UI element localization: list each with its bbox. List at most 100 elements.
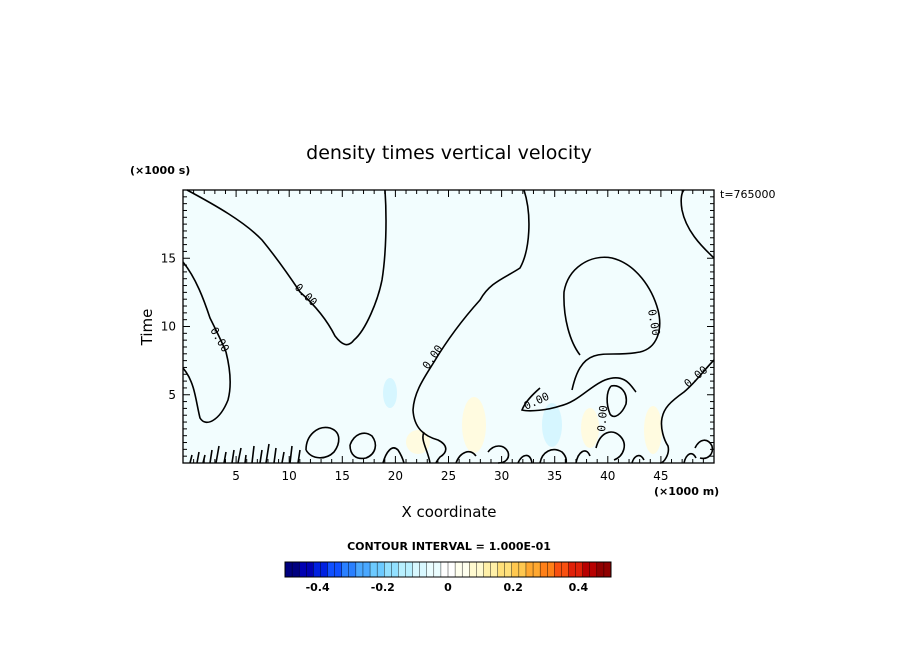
colorbar-cell [355, 561, 364, 578]
contour-line [382, 431, 697, 464]
axis-ticks [183, 190, 714, 463]
colorbar-cell [447, 561, 456, 578]
contour-line [412, 189, 530, 464]
x-tick-label: 10 [282, 469, 297, 483]
x-tick-label: 30 [494, 469, 509, 483]
colorbar-cell [461, 561, 470, 578]
contour-line [520, 377, 637, 412]
colorbar-cell [284, 561, 293, 578]
colorbar-cell [384, 561, 392, 578]
colorbar-cell [582, 561, 591, 578]
colorbar-cell [511, 561, 520, 578]
colorbar-cell [589, 561, 598, 578]
field-shading [383, 378, 662, 454]
colorbar-cell [532, 561, 541, 578]
contour-line [487, 445, 510, 464]
colorbar-cell [348, 561, 357, 578]
x-tick-labels: 5 10 15 20 25 30 35 40 45 [232, 469, 668, 483]
shade-blob [383, 378, 397, 408]
x-tick-label: 35 [547, 469, 562, 483]
colorbar-cell [433, 561, 442, 578]
time-stamp: t=765000 [720, 188, 776, 201]
contour-line [563, 256, 661, 391]
colorbar-cell [306, 561, 314, 578]
contour-line [694, 439, 714, 460]
colorbar-cell [497, 561, 506, 578]
x-tick-label: 5 [232, 469, 240, 483]
y-tick-labels: 5 10 15 [161, 251, 176, 402]
colorbar-cell [547, 561, 555, 578]
shade-blob [542, 403, 562, 447]
colorbar [284, 561, 612, 578]
x-tick-label: 25 [441, 469, 456, 483]
colorbar-tick-label: -0.2 [371, 581, 395, 594]
colorbar-cell [376, 561, 385, 578]
contour-line [186, 189, 387, 346]
colorbar-cell [341, 561, 350, 578]
colorbar-cell [469, 561, 477, 578]
x-tick-label: 20 [388, 469, 403, 483]
colorbar-cell [291, 561, 300, 578]
colorbar-tick-label: 0.4 [569, 581, 589, 594]
colorbar-cell [518, 561, 527, 578]
colorbar-cell [419, 561, 428, 578]
colorbar-cell [596, 561, 605, 578]
y-unit-label: (×1000 s) [130, 164, 190, 177]
x-tick-label: 40 [600, 469, 615, 483]
colorbar-cell [483, 561, 492, 578]
colorbar-cell [603, 561, 612, 578]
contour-line [305, 426, 340, 459]
colorbar-cell [539, 561, 548, 578]
colorbar-cell [362, 561, 371, 578]
x-unit-label: (×1000 m) [654, 485, 719, 498]
colorbar-cell [568, 561, 577, 578]
contour-interval-label: CONTOUR INTERVAL = 1.000E-01 [347, 540, 551, 553]
colorbar-cell [476, 561, 484, 578]
colorbar-tick-label: -0.4 [306, 581, 330, 594]
shade-blob [406, 430, 430, 454]
colorbar-cell [426, 561, 435, 578]
plot-area [183, 190, 714, 463]
colorbar-cell [525, 561, 534, 578]
colorbar-cell [334, 561, 343, 578]
colorbar-cell [454, 561, 463, 578]
chart-title: density times vertical velocity [306, 142, 592, 164]
colorbar-cell [391, 561, 399, 578]
colorbar-tick-labels: -0.4 -0.2 0 0.2 0.4 [306, 581, 589, 594]
shade-blob [644, 406, 662, 454]
contour-label: 0.00 [645, 308, 662, 336]
colorbar-cell [298, 561, 307, 578]
colorbar-cell [561, 561, 569, 578]
colorbar-cell [440, 561, 449, 578]
x-axis-label: X coordinate [401, 503, 496, 521]
colorbar-cell [504, 561, 513, 578]
colorbar-cell [490, 561, 499, 578]
colorbar-cell [398, 561, 406, 578]
colorbar-cell [313, 561, 321, 578]
colorbar-frame [284, 561, 612, 578]
x-tick-label: 45 [653, 469, 668, 483]
colorbar-cell [554, 561, 562, 578]
shade-blob [581, 408, 599, 448]
contour-line [595, 431, 626, 461]
contour-line [189, 443, 301, 464]
y-tick-label: 10 [161, 320, 176, 334]
colorbar-cell [320, 561, 329, 578]
contour-line [182, 261, 231, 424]
contour-label: 0.00 [595, 405, 610, 433]
colorbar-cell [412, 561, 421, 578]
x-tick-label: 15 [335, 469, 350, 483]
contour-line [659, 359, 715, 464]
contour-line [539, 448, 568, 464]
shade-blob [462, 397, 486, 453]
y-tick-label: 5 [168, 388, 176, 402]
colorbar-cell [369, 561, 378, 578]
colorbar-cell [575, 561, 584, 578]
colorbar-cell [327, 561, 336, 578]
contour-line [349, 432, 377, 460]
colorbar-cell [405, 561, 414, 578]
y-axis-label: Time [138, 309, 156, 347]
colorbar-tick-label: 0 [444, 581, 452, 594]
colorbar-tick-label: 0.2 [503, 581, 523, 594]
